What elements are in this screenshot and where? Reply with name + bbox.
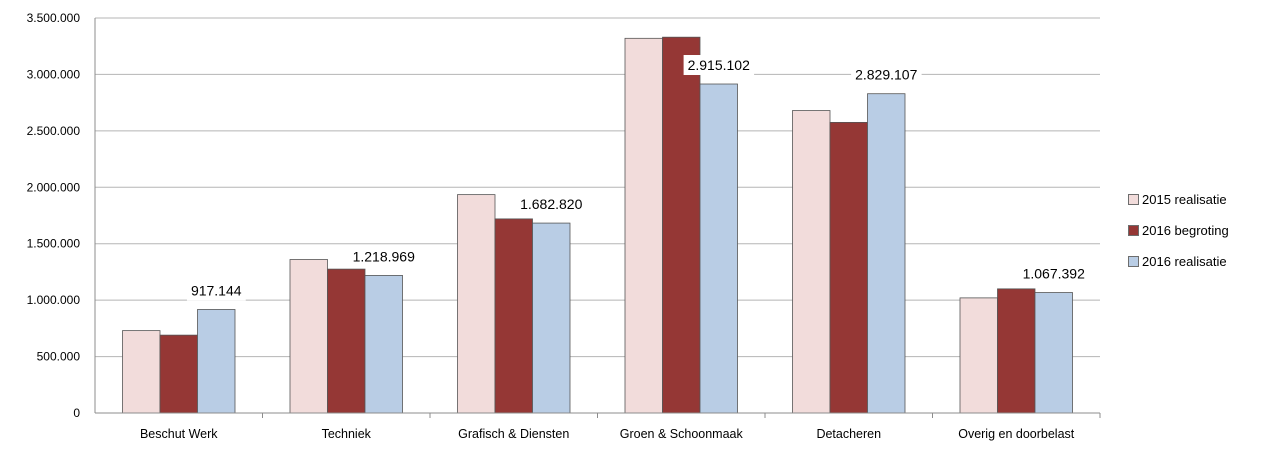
- data-label-background: [348, 246, 420, 267]
- legend-swatch: [1128, 194, 1139, 205]
- legend-swatch: [1128, 256, 1139, 267]
- legend-label: 2016 realisatie: [1142, 254, 1227, 269]
- data-label: 1.682.820: [520, 196, 582, 212]
- bar: [867, 93, 906, 414]
- bar: [494, 218, 533, 414]
- data-label: 2.915.102: [688, 57, 750, 73]
- legend-item-2016-realisatie: 2016 realisatie: [1128, 246, 1229, 277]
- y-tick-label: 2.000.000: [27, 180, 81, 194]
- gridlines: [95, 17, 1100, 358]
- data-label: 2.829.107: [855, 67, 917, 83]
- bar: [1034, 292, 1073, 414]
- data-label-background: [516, 194, 587, 215]
- bar: [122, 330, 161, 414]
- x-tick-label: Overig en doorbelast: [958, 427, 1075, 441]
- bar: [829, 121, 868, 414]
- x-tick-label: Techniek: [322, 427, 372, 441]
- legend-swatch: [1128, 225, 1139, 236]
- data-label-background: [851, 64, 922, 85]
- axes: [94, 18, 1101, 418]
- bar: [159, 334, 198, 414]
- bar: [792, 110, 831, 414]
- bar-series: [122, 36, 1073, 414]
- bar: [662, 36, 701, 414]
- data-label: 1.218.969: [353, 248, 415, 264]
- y-tick-label: 3.000.000: [27, 67, 81, 81]
- legend-label: 2015 realisatie: [1142, 192, 1227, 207]
- y-tick-label: 1.500.000: [27, 237, 81, 251]
- x-axis-tick-labels: Beschut Werk Techniek Grafisch & Diensten G…: [140, 427, 1075, 441]
- data-label-background: [683, 55, 755, 76]
- bar: [997, 288, 1036, 414]
- data-label: 1.067.392: [1023, 266, 1085, 282]
- y-tick-label: 500.000: [37, 350, 81, 364]
- legend: 2015 realisatie 2016 begroting 2016 real…: [1128, 184, 1229, 277]
- x-tick-label: Detacheren: [816, 427, 881, 441]
- bar: [699, 83, 738, 414]
- data-label-background: [1018, 263, 1090, 284]
- bar: [624, 37, 663, 414]
- y-tick-label: 3.500.000: [27, 11, 81, 25]
- bar: [289, 259, 328, 414]
- bar: [959, 297, 998, 414]
- y-tick-label: 2.500.000: [27, 124, 81, 138]
- bar: [364, 275, 403, 414]
- data-labels: 917.144 1.218.969 1.682.820 2.915.102 2.829.…: [186, 55, 1090, 301]
- legend-item-2015-realisatie: 2015 realisatie: [1128, 184, 1229, 215]
- y-axis-tick-labels: 0 500.000 1.000.000 1.500.000 2.000.000 2.500…: [27, 11, 81, 420]
- data-label-background: [186, 280, 246, 301]
- y-tick-label: 0: [73, 406, 80, 420]
- legend-label: 2016 begroting: [1142, 223, 1229, 238]
- bar: [197, 309, 236, 414]
- x-tick-label: Grafisch & Diensten: [458, 427, 569, 441]
- x-tick-label: Groen & Schoonmaak: [620, 427, 744, 441]
- data-label: 917.144: [191, 282, 242, 298]
- bar: [532, 222, 571, 414]
- bar: [457, 194, 496, 414]
- x-tick-label: Beschut Werk: [140, 427, 218, 441]
- legend-item-2016-begroting: 2016 begroting: [1128, 215, 1229, 246]
- bar: [327, 268, 366, 414]
- y-tick-label: 1.000.000: [27, 293, 81, 307]
